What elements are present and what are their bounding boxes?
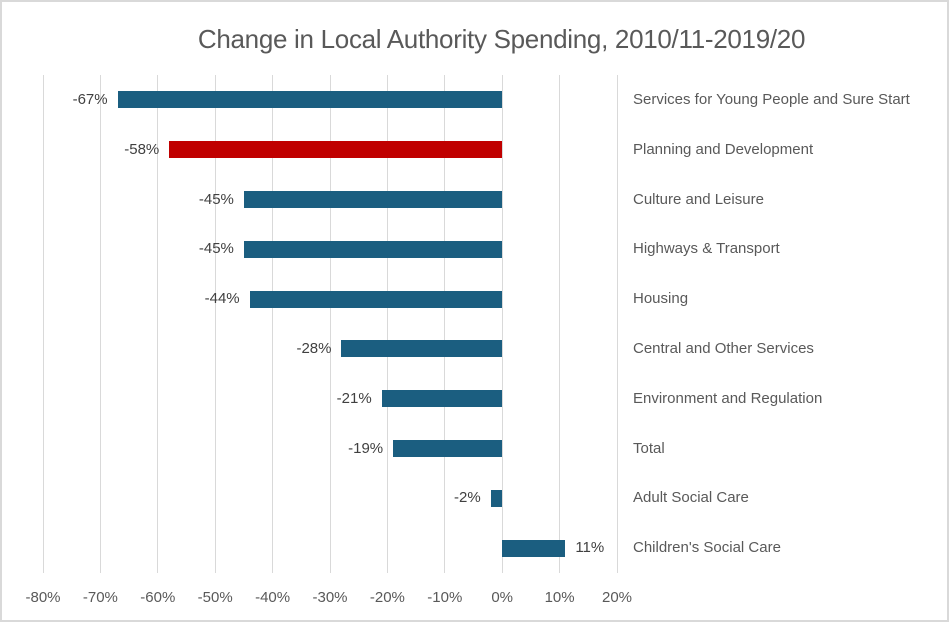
gridline xyxy=(559,75,561,573)
bar xyxy=(502,539,566,557)
bar xyxy=(490,489,503,507)
bar xyxy=(117,91,503,109)
x-axis-tick-label: -60% xyxy=(140,589,176,606)
x-axis-tick-label: 20% xyxy=(601,589,633,606)
bar-value-label: -2% xyxy=(454,489,481,507)
bar-value-label: -28% xyxy=(296,339,332,357)
category-label: Culture and Leisure xyxy=(633,190,764,208)
category-label: Central and Other Services xyxy=(633,339,814,357)
category-label: Services for Young People and Sure Start xyxy=(633,90,910,108)
gridline xyxy=(386,75,388,573)
gridline xyxy=(329,75,331,573)
category-label: Highways & Transport xyxy=(633,240,780,258)
x-axis-tick-label: -70% xyxy=(82,589,118,606)
category-label: Adult Social Care xyxy=(633,489,749,507)
gridline xyxy=(99,75,101,573)
category-label: Environment and Regulation xyxy=(633,389,823,407)
bar-value-label: -67% xyxy=(72,90,108,108)
gridline xyxy=(444,75,446,573)
bar xyxy=(169,141,503,159)
gridline xyxy=(501,75,503,573)
x-axis-tick-label: -10% xyxy=(427,589,463,606)
bar-value-label: -45% xyxy=(198,190,234,208)
gridline xyxy=(214,75,216,573)
x-axis-tick-label: -80% xyxy=(25,589,61,606)
gridline xyxy=(272,75,274,573)
bar xyxy=(341,340,503,358)
bar xyxy=(249,290,503,308)
category-label: Planning and Development xyxy=(633,140,814,158)
category-label: Children's Social Care xyxy=(633,539,781,557)
bar-value-label: -44% xyxy=(204,290,240,308)
x-axis-tick-label: 0% xyxy=(491,589,514,606)
bar xyxy=(243,191,503,208)
gridline xyxy=(42,75,44,573)
bar xyxy=(393,440,503,457)
chart-title: Change in Local Authority Spending, 2010… xyxy=(197,24,806,54)
bar xyxy=(243,240,503,258)
gridline xyxy=(157,75,159,573)
bar-value-label: -21% xyxy=(336,389,372,407)
x-axis-tick-label: -20% xyxy=(369,589,405,606)
bar-value-label: 11% xyxy=(575,539,605,557)
category-label: Housing xyxy=(633,290,689,308)
bar-value-label: -58% xyxy=(124,140,160,158)
x-axis-tick-label: -50% xyxy=(197,589,233,606)
x-axis-tick-label: -30% xyxy=(312,589,348,606)
x-axis-tick-label: 10% xyxy=(544,589,575,606)
bar-value-label: -19% xyxy=(348,439,384,457)
gridline xyxy=(616,75,618,573)
category-label: Total xyxy=(633,439,665,457)
bar xyxy=(381,390,503,408)
x-axis-tick-label: -40% xyxy=(255,589,291,606)
bar-value-label: -45% xyxy=(198,240,234,258)
